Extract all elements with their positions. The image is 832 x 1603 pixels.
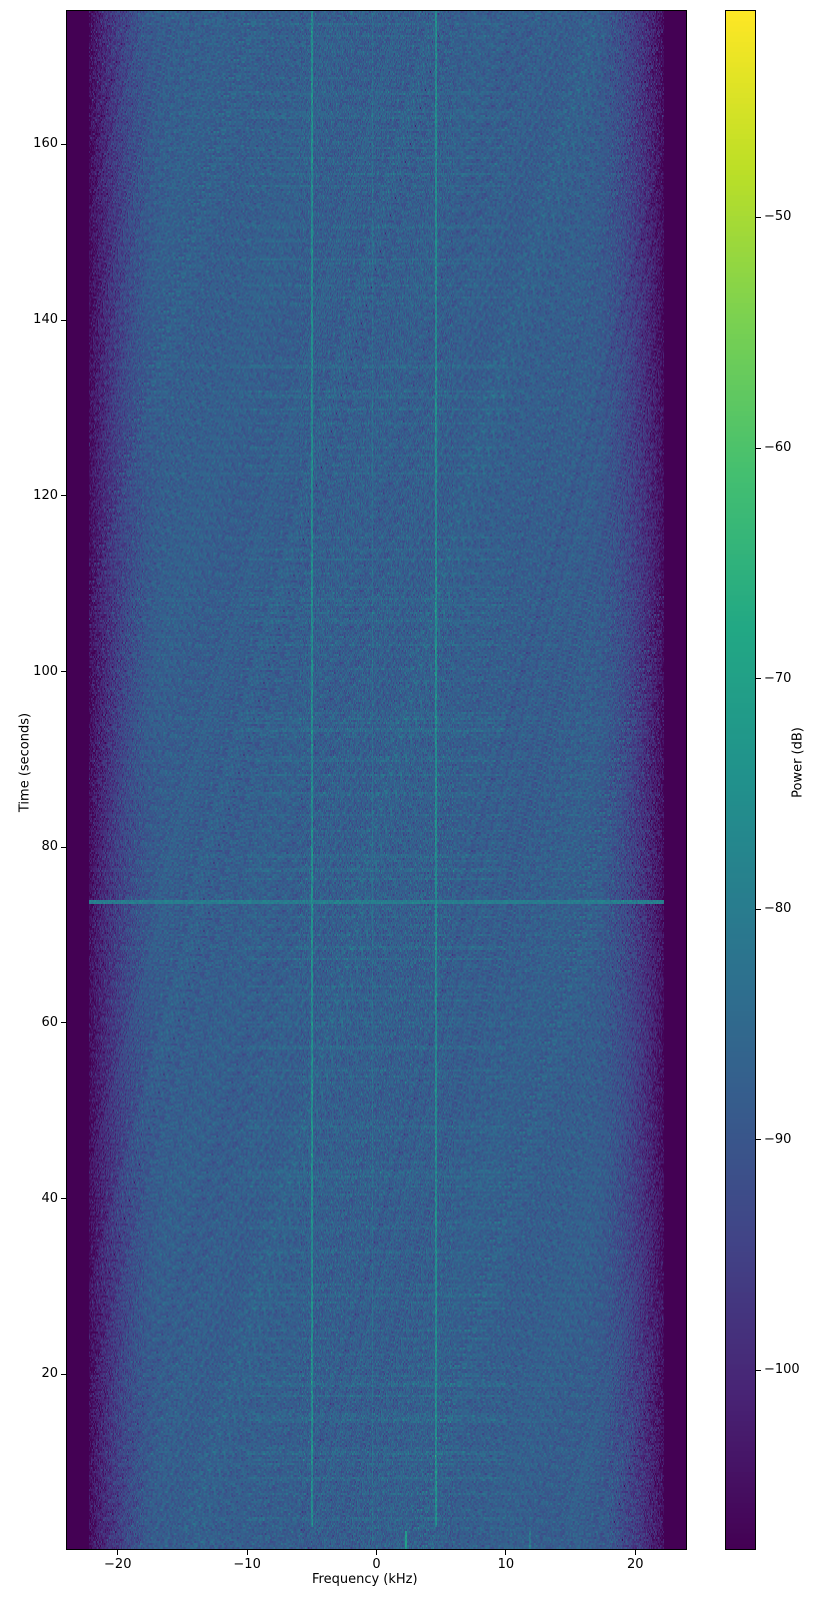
colorbar-tick — [756, 447, 761, 449]
x-axis-label: Frequency (kHz) — [312, 1572, 418, 1587]
colorbar-tick-label: −100 — [764, 1362, 800, 1378]
colorbar-tick-label: −80 — [764, 901, 792, 917]
colorbar — [725, 10, 756, 1550]
y-tick-label: 80 — [41, 839, 58, 855]
x-tick — [376, 1550, 377, 1555]
y-tick-label: 20 — [41, 1366, 58, 1382]
x-tick-label: 0 — [372, 1557, 381, 1572]
colorbar-tick — [756, 1369, 761, 1371]
y-tick — [61, 1198, 66, 1200]
y-tick — [61, 1022, 66, 1024]
y-tick — [61, 671, 66, 672]
colorbar-tick — [756, 908, 761, 910]
y-tick — [61, 495, 66, 497]
colorbar-tick — [756, 1139, 761, 1141]
spectrogram-plot-area — [66, 10, 687, 1550]
spectrogram-heatmap — [67, 11, 686, 1549]
colorbar-tick-label: −70 — [764, 670, 792, 686]
x-tick-label: 10 — [497, 1557, 515, 1572]
y-tick — [61, 319, 66, 321]
x-tick — [505, 1550, 507, 1555]
y-tick-label: 120 — [33, 487, 58, 503]
colorbar-tick-label: −50 — [764, 209, 792, 225]
x-tick — [117, 1550, 119, 1555]
y-tick — [61, 846, 66, 848]
x-tick-label: −10 — [233, 1557, 261, 1572]
x-tick — [634, 1550, 636, 1555]
colorbar-tick-label: −60 — [764, 440, 792, 456]
y-tick-label: 140 — [33, 312, 58, 328]
colorbar-tick — [756, 216, 761, 218]
y-axis-label: Time (seconds) — [17, 712, 33, 813]
colorbar-label: Power (dB) — [790, 727, 806, 798]
y-tick — [61, 1373, 66, 1375]
y-tick-label: 60 — [41, 1014, 58, 1030]
colorbar-tick — [756, 678, 761, 680]
colorbar-tick-label: −90 — [764, 1131, 792, 1147]
x-tick-label: −20 — [104, 1557, 132, 1572]
y-tick-label: 40 — [41, 1190, 58, 1206]
x-tick-label: 20 — [626, 1557, 644, 1572]
y-tick-label: 100 — [33, 663, 58, 679]
colorbar-gradient — [726, 11, 755, 1549]
y-tick-label: 160 — [33, 136, 58, 152]
y-tick — [61, 143, 66, 145]
x-tick — [246, 1550, 248, 1555]
